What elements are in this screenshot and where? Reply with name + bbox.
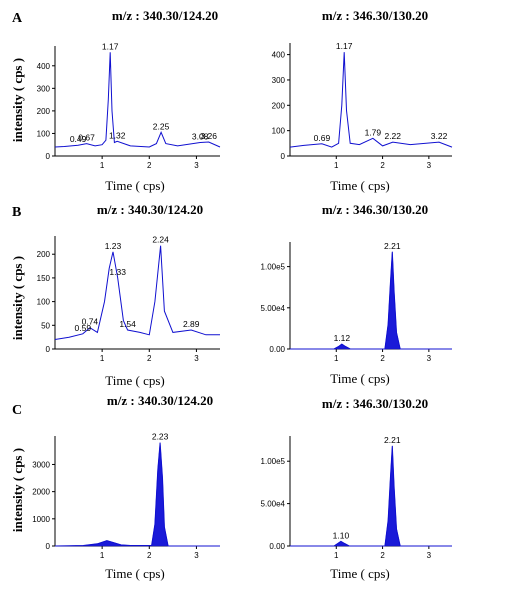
a-left-x-tick-label: 3 xyxy=(194,161,199,170)
a-right-x-tick-label: 1 xyxy=(334,161,339,170)
a-left-peak-label: 3.08 xyxy=(192,131,209,141)
b-left-y-axis-label: intensity ( cps ) xyxy=(10,256,25,340)
b-right-x-tick-label: 2 xyxy=(380,354,385,363)
c-left-title: m/z : 340.30/124.20 xyxy=(107,393,213,408)
b-right-signal-area xyxy=(290,251,452,350)
a-left-peak-label: 0.67 xyxy=(78,133,95,143)
a-left-x-tick-label: 2 xyxy=(147,161,152,170)
b-left-title: m/z : 340.30/124.20 xyxy=(97,202,203,217)
b-left-x-tick-label: 1 xyxy=(100,354,105,363)
a-left-peak-label: 0.49 xyxy=(70,134,87,144)
a-left-y-tick-label: 0 xyxy=(46,152,51,161)
b-left-signal-line xyxy=(54,245,220,340)
c-right-x-axis-label: Time ( cps) xyxy=(330,566,389,581)
b-left-peak-label: 0.74 xyxy=(82,317,99,327)
a-right-y-tick-label: 200 xyxy=(272,101,286,110)
c-right-x-tick-label: 2 xyxy=(380,551,385,560)
c-left-y-tick-label: 0 xyxy=(46,542,51,551)
a-left-peak-label: 3.26 xyxy=(200,131,217,141)
a-left-x-tick-label: 1 xyxy=(100,161,105,170)
a-left-signal-line xyxy=(54,52,221,148)
a-left-peak-label: 2.25 xyxy=(153,121,170,131)
a-left-y-axis-label: intensity ( cps ) xyxy=(10,58,25,142)
b-right-x-axis-label: Time ( cps) xyxy=(330,371,389,386)
panel-label-c: C xyxy=(12,403,22,418)
b-left-y-tick-label: 150 xyxy=(37,274,51,283)
c-right-x-tick-label: 1 xyxy=(334,551,339,560)
b-left-y-tick-label: 200 xyxy=(37,250,51,259)
a-left-y-tick-label: 300 xyxy=(37,84,51,93)
c-right-y-tick-label: 1.00e5 xyxy=(261,457,286,466)
a-right-peak-label: 3.22 xyxy=(431,131,448,141)
b-left-y-tick-label: 50 xyxy=(41,321,50,330)
b-right-x-tick-label: 1 xyxy=(334,354,339,363)
panel-label-a: A xyxy=(12,11,23,26)
b-right-y-tick-label: 1.00e5 xyxy=(261,263,286,272)
c-left-y-axis-label: intensity ( cps ) xyxy=(10,448,25,532)
b-left-peak-label: 1.33 xyxy=(109,267,126,277)
b-left-y-tick-label: 100 xyxy=(37,298,51,307)
b-left-peak-label: 1.23 xyxy=(105,241,122,251)
a-right-title: m/z : 346.30/130.20 xyxy=(322,8,428,23)
c-left-signal-line xyxy=(54,442,220,547)
panel-label-b: B xyxy=(12,205,21,220)
c-left-x-tick-label: 1 xyxy=(100,551,105,560)
b-right-title: m/z : 346.30/130.20 xyxy=(322,202,428,217)
a-left-peak-label: 1.32 xyxy=(109,130,126,140)
a-right-peak-label: 1.79 xyxy=(365,127,382,137)
c-left-signal-area xyxy=(54,442,220,547)
a-right-y-tick-label: 0 xyxy=(281,152,286,161)
a-right-signal-line xyxy=(289,52,453,148)
c-right-x-tick-label: 3 xyxy=(427,551,432,560)
a-right-x-tick-label: 3 xyxy=(427,161,432,170)
c-right-signal-area xyxy=(290,445,452,547)
a-left-y-tick-label: 400 xyxy=(37,62,51,71)
a-right-x-axis-label: Time ( cps) xyxy=(330,178,389,193)
c-left-x-axis-label: Time ( cps) xyxy=(105,566,164,581)
a-left-y-tick-label: 200 xyxy=(37,107,51,116)
a-right-y-tick-label: 100 xyxy=(272,127,286,136)
b-right-peak-label: 2.21 xyxy=(384,241,401,251)
c-right-peak-label: 2.21 xyxy=(384,435,401,445)
c-right-y-tick-label: 0.00 xyxy=(269,542,285,551)
c-left-peak-label: 2.23 xyxy=(152,432,169,442)
a-right-y-tick-label: 400 xyxy=(272,51,286,60)
b-right-y-tick-label: 0.00 xyxy=(269,345,285,354)
b-right-x-tick-label: 3 xyxy=(427,354,432,363)
a-right-y-tick-label: 300 xyxy=(272,76,286,85)
a-left-title: m/z : 340.30/124.20 xyxy=(112,8,218,23)
b-left-peak-label: 0.59 xyxy=(75,323,92,333)
c-left-x-tick-label: 3 xyxy=(194,551,199,560)
c-right-signal-line xyxy=(290,445,452,547)
c-right-peak-label: 1.10 xyxy=(333,530,350,540)
a-right-peak-label: 0.69 xyxy=(314,133,331,143)
a-left-peak-label: 1.17 xyxy=(102,41,119,51)
c-left-x-tick-label: 2 xyxy=(147,551,152,560)
b-left-x-axis-label: Time ( cps) xyxy=(105,373,164,388)
b-left-peak-label: 1.54 xyxy=(119,319,136,329)
b-left-x-tick-label: 2 xyxy=(147,354,152,363)
c-left-y-tick-label: 3000 xyxy=(32,460,50,469)
a-right-peak-label: 2.22 xyxy=(384,131,401,141)
c-right-title: m/z : 346.30/130.20 xyxy=(322,396,428,411)
a-left-y-tick-label: 100 xyxy=(37,129,51,138)
b-right-peak-label: 1.12 xyxy=(334,333,351,343)
b-left-peak-label: 2.89 xyxy=(183,319,200,329)
a-right-x-tick-label: 2 xyxy=(380,161,385,170)
c-left-y-tick-label: 2000 xyxy=(32,488,50,497)
a-right-peak-label: 1.17 xyxy=(336,41,353,51)
b-left-y-tick-label: 0 xyxy=(46,345,51,354)
b-right-signal-line xyxy=(290,251,452,350)
b-left-x-tick-label: 3 xyxy=(194,354,199,363)
b-right-y-tick-label: 5.00e4 xyxy=(261,304,286,313)
c-right-y-tick-label: 5.00e4 xyxy=(261,500,286,509)
a-left-x-axis-label: Time ( cps) xyxy=(105,178,164,193)
c-left-y-tick-label: 1000 xyxy=(32,515,50,524)
b-left-peak-label: 2.24 xyxy=(152,235,169,245)
